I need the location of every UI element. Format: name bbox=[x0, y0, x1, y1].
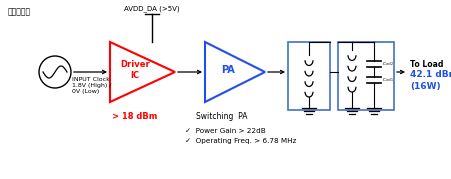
Text: ✓  Operating Freq. > 6.78 MHz: ✓ Operating Freq. > 6.78 MHz bbox=[185, 138, 296, 144]
Text: AVDD_DA (>5V): AVDD_DA (>5V) bbox=[124, 5, 180, 12]
Text: (16W): (16W) bbox=[410, 82, 441, 91]
Text: 파형발생기: 파형발생기 bbox=[8, 7, 31, 16]
Text: ✓  Power Gain > 22dB: ✓ Power Gain > 22dB bbox=[185, 128, 266, 134]
Text: PA: PA bbox=[221, 65, 235, 75]
Text: > 18 dBm: > 18 dBm bbox=[112, 112, 158, 121]
Bar bbox=[338, 42, 394, 110]
Text: $C_{coil1}$: $C_{coil1}$ bbox=[382, 76, 394, 84]
Text: 42.1 dBm: 42.1 dBm bbox=[410, 70, 451, 79]
Bar bbox=[288, 42, 330, 110]
Text: To Load: To Load bbox=[410, 60, 443, 69]
Text: INPUT Clock
1.8V (High) /
0V (Low): INPUT Clock 1.8V (High) / 0V (Low) bbox=[72, 77, 111, 94]
Text: $C_{coil2}$: $C_{coil2}$ bbox=[382, 60, 394, 68]
Text: Switching  PA: Switching PA bbox=[196, 112, 248, 121]
Text: Driver
IC: Driver IC bbox=[120, 60, 150, 80]
